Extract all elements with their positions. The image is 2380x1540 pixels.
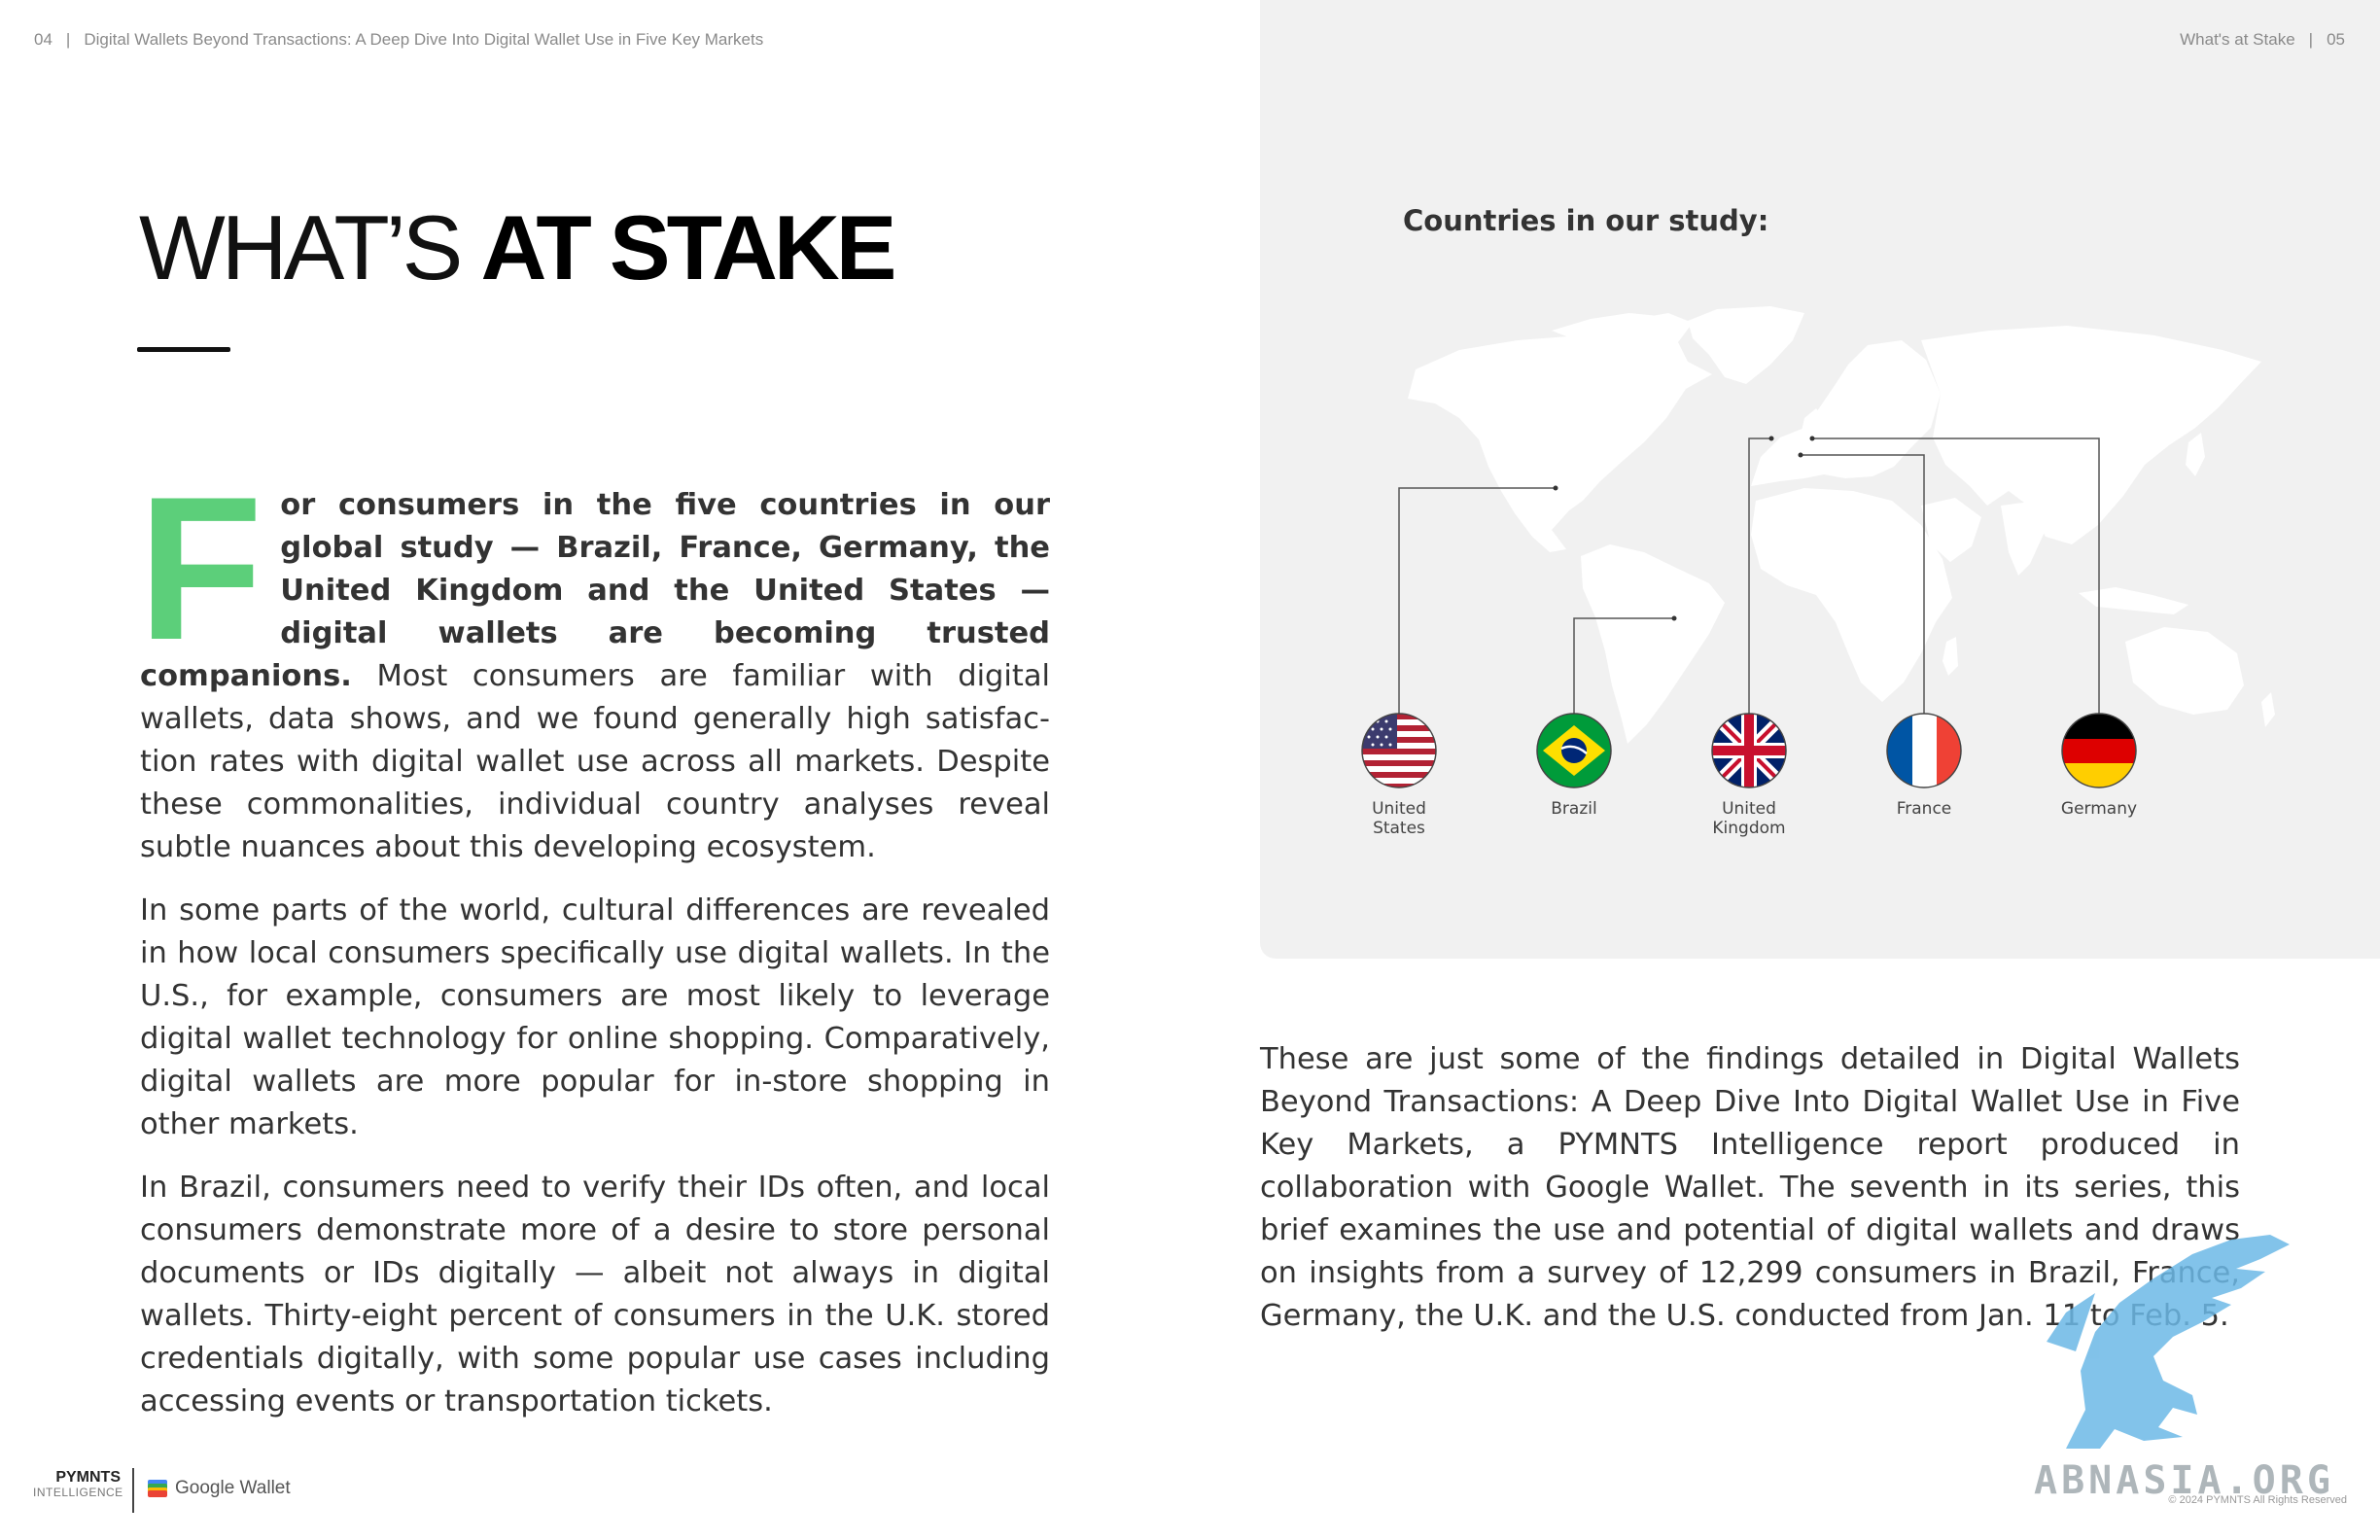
country-label-line: United: [1372, 799, 1426, 819]
france-dot: [1798, 452, 1803, 458]
british-isles-shape: [1801, 408, 1824, 447]
madagascar-shape: [1942, 637, 1958, 676]
pymnts-logo: PYMNTS: [55, 1469, 121, 1486]
new-zealand-shape: [2261, 692, 2275, 727]
uk-dot: [1768, 436, 1774, 441]
report-title: Digital Wallets Beyond Transactions: A D…: [84, 30, 764, 49]
continents: [1408, 306, 2275, 744]
watermark-text: ABNASIA.ORG: [2034, 1458, 2334, 1503]
location-dots: [1553, 436, 1815, 621]
header-right: What's at Stake | 05: [2180, 30, 2345, 50]
title-thin: WHAT’S: [139, 196, 481, 298]
connector-lines: [1398, 438, 2100, 714]
copyright: © 2024 PYMNTS All Rights Reserved: [2168, 1494, 2347, 1506]
google-wallet-icon: [148, 1480, 167, 1497]
footer-logos: PYMNTS INTELLIGENCE Google Wallet: [33, 1468, 291, 1513]
header-left: 04 | Digital Wallets Beyond Transactions: …: [34, 30, 763, 50]
title-bold: AT STAKE: [480, 196, 896, 298]
north-america-shape: [1408, 313, 1712, 552]
greenland-shape: [1688, 306, 1804, 384]
country-label-us: United States: [1321, 799, 1477, 838]
title-underline: [137, 347, 230, 352]
india-shape: [2001, 501, 2046, 576]
country-label-line: Brazil: [1551, 799, 1597, 819]
uk-flag-icon: [1712, 714, 1786, 788]
google-wallet-logo: Google Wallet: [148, 1478, 291, 1499]
header-separator: |: [65, 30, 71, 49]
australia-shape: [2125, 627, 2244, 715]
findings-paragraph: These are just some of the findings deta…: [1260, 1042, 2240, 1333]
asia-shape: [1921, 326, 2261, 544]
page-number-right: 05: [2327, 30, 2345, 49]
country-label-line: States: [1373, 819, 1425, 838]
arctic-islands-shape: [1552, 313, 1659, 338]
brazil-connector: [1573, 617, 1674, 714]
country-label-line: France: [1896, 799, 1952, 819]
countries-title: Countries in our study:: [1403, 204, 1769, 237]
map-panel: [1260, 0, 2380, 959]
germany-connector: [1812, 438, 2100, 714]
google-wallet-label: Google Wallet: [175, 1478, 291, 1498]
griffin-watermark-icon: [2047, 1235, 2290, 1449]
section-title: What's at Stake: [2180, 30, 2295, 49]
world-map: [1361, 306, 2275, 788]
us-connector: [1398, 487, 1556, 714]
body-paragraph: In some parts of the world, cultural dif…: [140, 893, 1050, 1141]
country-label-line: Germany: [2060, 799, 2138, 819]
drop-cap: F: [138, 454, 263, 682]
logo-divider: [132, 1468, 134, 1513]
us-dot: [1553, 485, 1558, 491]
country-label-germany: Germany: [2021, 799, 2177, 819]
header-separator: |: [2308, 30, 2314, 49]
uk-connector: [1748, 438, 1771, 714]
us-flag-icon: [1362, 714, 1436, 788]
page-title: WHAT’S AT STAKE: [139, 202, 897, 294]
germany-dot: [1809, 436, 1815, 441]
country-label-brazil: Brazil: [1496, 799, 1652, 819]
pymnts-logo-subtitle: INTELLIGENCE: [33, 1486, 123, 1499]
country-label-line: Kingdom: [1712, 819, 1786, 838]
france-flag-icon: [1887, 714, 1961, 788]
japan-shape: [2186, 433, 2205, 476]
body-paragraph: In Brazil, consumers need to verify thei…: [140, 1171, 1050, 1418]
africa-shape: [1751, 488, 1952, 702]
brazil-dot: [1671, 615, 1677, 621]
country-label-line: United: [1722, 799, 1776, 819]
south-america-shape: [1581, 544, 1725, 744]
france-connector: [1801, 454, 1925, 714]
arabia-shape: [1921, 498, 1981, 562]
intro-rest: Most consumers are familiar with digital…: [140, 659, 1050, 864]
country-label-france: France: [1846, 799, 2002, 819]
europe-shape: [1751, 340, 1941, 486]
intro-lead: or consumers in the five countries in ou…: [140, 488, 1050, 693]
brazil-flag-icon: [1537, 714, 1611, 788]
page-number-left: 04: [34, 30, 52, 49]
indonesia-shape: [2079, 587, 2188, 614]
country-label-uk: United Kingdom: [1671, 799, 1827, 838]
